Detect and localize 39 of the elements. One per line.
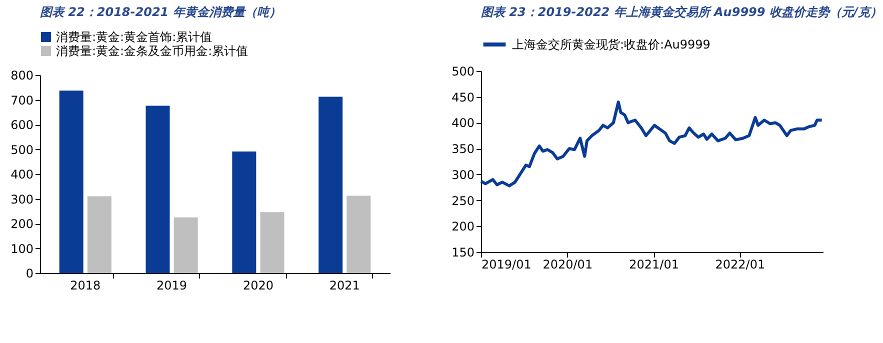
x-tick-label: 2019	[156, 278, 188, 292]
y-tick-label: 400	[10, 168, 34, 182]
bar	[318, 96, 343, 273]
bar	[260, 212, 284, 273]
x-tick-label: 2022/01	[715, 258, 766, 272]
x-tick-label: 2020	[242, 278, 274, 292]
y-tick-label: 350	[452, 142, 474, 156]
y-tick-label: 300	[10, 192, 34, 206]
y-tick-label: 500	[452, 64, 474, 78]
y-tick-label: 400	[452, 116, 474, 130]
bar	[59, 90, 84, 273]
bar	[87, 196, 112, 273]
y-tick-label: 450	[452, 90, 474, 104]
legend-label: 上海金交所黄金现货:收盘价:Au9999	[512, 38, 710, 52]
y-tick-label: 600	[10, 118, 34, 132]
legend-label: 消费量:黄金:金条及金币用金:累计值	[56, 44, 248, 58]
y-tick-label: 150	[452, 246, 474, 260]
bar	[174, 217, 198, 273]
y-tick-label: 800	[10, 68, 34, 82]
y-tick-label: 0	[26, 266, 34, 280]
chart-title: 图表 23：2019-2022 年上海黄金交易所 Au9999 收盘价走势（元/克）	[481, 5, 882, 19]
bar	[146, 106, 170, 273]
x-tick-label: 2021/01	[629, 258, 679, 272]
y-tick-label: 700	[10, 93, 34, 108]
y-tick-label: 500	[10, 142, 34, 157]
x-tick-label: 2018	[70, 278, 101, 292]
y-tick-label: 300	[452, 168, 474, 182]
y-tick-label: 200	[10, 217, 34, 231]
x-tick-label: 2019/01	[482, 258, 532, 272]
x-tick-label: 2020/01	[542, 258, 593, 272]
y-tick-label: 250	[452, 194, 474, 208]
legend-label: 消费量:黄金:黄金首饰:累计值	[56, 30, 212, 44]
bar	[232, 151, 256, 273]
y-tick-label: 100	[10, 242, 34, 256]
chart-title: 图表 22：2018-2021 年黄金消费量（吨）	[40, 5, 281, 19]
y-tick-label: 200	[452, 220, 474, 234]
line-series	[480, 100, 824, 188]
x-tick-label: 2021	[329, 278, 360, 292]
bar	[346, 196, 371, 273]
